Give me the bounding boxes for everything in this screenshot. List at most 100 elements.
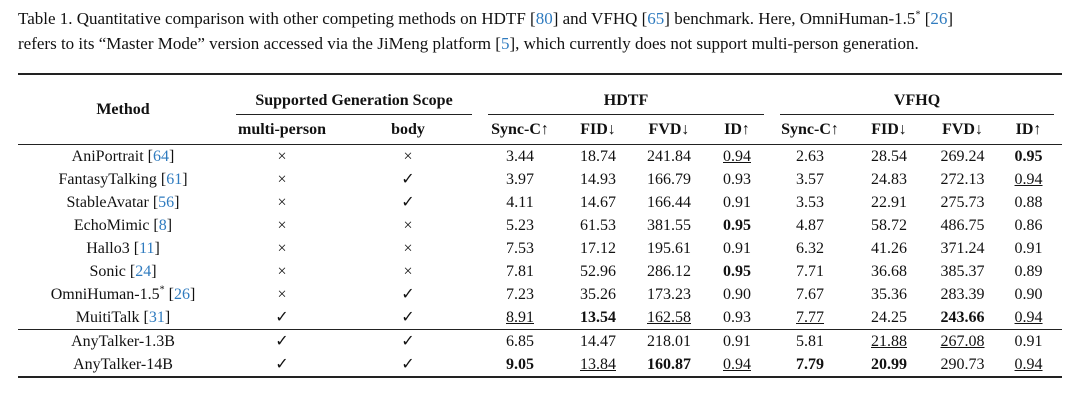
value: 0.95 — [723, 263, 751, 280]
metric-cell: 0.91 — [995, 237, 1062, 260]
value: 160.87 — [647, 356, 691, 373]
metric-cell: 0.94 — [995, 353, 1062, 377]
value: 269.24 — [940, 148, 985, 165]
metric-cell: 6.85 — [480, 330, 560, 354]
citation[interactable]: 26 — [930, 9, 948, 28]
method-cell: FantasyTalking [61] — [18, 168, 228, 191]
table-row: AnyTalker-1.3B ✓ ✓ 6.85 14.47 218.01 0.91 5.81 2… — [18, 330, 1062, 354]
metric-cell: 486.75 — [930, 214, 995, 237]
value: 218.01 — [647, 333, 691, 350]
metric-cell: 35.36 — [848, 283, 930, 306]
metric-cell: 3.97 — [480, 168, 560, 191]
value: 14.93 — [580, 171, 616, 188]
citation[interactable]: 80 — [535, 9, 553, 28]
text: ] — [166, 217, 173, 234]
caption-line: Table 1. Quantitative comparison with ot… — [18, 6, 1078, 31]
citation[interactable]: 11 — [139, 240, 155, 257]
value: 3.97 — [506, 171, 534, 188]
method-cell: StableAvatar [56] — [18, 191, 228, 214]
column-header: FVD↓ — [942, 120, 983, 138]
metric-cell: 52.96 — [560, 260, 636, 283]
metric-cell: 286.12 — [636, 260, 702, 283]
value: 486.75 — [940, 217, 985, 234]
metric-cell: 14.67 — [560, 191, 636, 214]
scope-cell: × — [403, 148, 413, 165]
metric-cell: 241.84 — [636, 145, 702, 169]
column-header: Sync-C↑ — [491, 120, 549, 138]
metric-cell: 272.13 — [930, 168, 995, 191]
value: 5.81 — [796, 333, 825, 350]
citation[interactable]: 26 — [173, 286, 190, 303]
column-header: FVD↓ — [648, 120, 690, 138]
metric-cell: 371.24 — [930, 237, 995, 260]
table-row: OmniHuman-1.5* [26] × ✓ 7.23 35.26 173.23 0.90… — [18, 283, 1062, 306]
scope-header: Supported Generation Scope — [228, 74, 480, 115]
column-header: FID↓ — [580, 120, 616, 138]
table-row: AniPortrait [64] × × 3.44 18.74 241.84 0.94 2.6… — [18, 145, 1062, 169]
metric-cell: 7.53 — [480, 237, 560, 260]
scope-cell: × — [277, 263, 287, 280]
metric-cell: 6.32 — [772, 237, 848, 260]
value: 0.91 — [1014, 240, 1043, 257]
value: 162.58 — [647, 309, 691, 326]
value: 241.84 — [647, 148, 691, 165]
value: 61.53 — [580, 217, 616, 234]
value: 0.94 — [1014, 171, 1043, 188]
scope-cell: × — [277, 286, 287, 303]
citation[interactable]: 24 — [135, 263, 152, 280]
caption-line: refers to its “Master Mode” version acce… — [18, 31, 1078, 56]
metric-cell: 22.91 — [848, 191, 930, 214]
value: 7.23 — [506, 286, 534, 303]
value: 0.88 — [1014, 194, 1043, 211]
metric-cell: 61.53 — [560, 214, 636, 237]
metric-cell: 20.99 — [848, 353, 930, 377]
scope-cell: ✓ — [401, 194, 415, 211]
metric-cell: 0.95 — [702, 214, 772, 237]
value: 0.93 — [723, 309, 751, 326]
citation[interactable]: 61 — [166, 171, 183, 188]
metric-cell: 7.77 — [772, 306, 848, 330]
citation[interactable]: 56 — [158, 194, 175, 211]
column-header: Sync-C↑ — [781, 120, 839, 138]
value: 13.54 — [580, 309, 616, 326]
metric-cell: 0.91 — [702, 330, 772, 354]
metric-cell: 36.68 — [848, 260, 930, 283]
value: 5.23 — [506, 217, 534, 234]
value: 283.39 — [940, 286, 985, 303]
value: 6.85 — [506, 333, 534, 350]
text: AnyTalker-14B — [73, 356, 173, 373]
value: 0.94 — [1014, 309, 1043, 326]
method-cell: Hallo3 [11] — [18, 237, 228, 260]
text: AnyTalker-1.3B — [71, 333, 175, 350]
value: 3.53 — [796, 194, 825, 211]
value: 0.91 — [723, 194, 751, 211]
citation[interactable]: 5 — [500, 34, 510, 53]
column-header: body — [391, 120, 425, 138]
citation[interactable]: 8 — [158, 217, 167, 234]
method-cell: Sonic [24] — [18, 260, 228, 283]
method-cell: MuitiTalk [31] — [18, 306, 228, 330]
citation[interactable]: 31 — [148, 309, 165, 326]
value: 14.67 — [580, 194, 616, 211]
text: ] — [182, 171, 188, 188]
value: 381.55 — [647, 217, 691, 234]
table-row: Sonic [24] × × 7.81 52.96 286.12 0.95 7.71 36.68… — [18, 260, 1062, 283]
value: 0.89 — [1014, 263, 1043, 280]
value: 58.72 — [871, 217, 908, 234]
method-cell: AniPortrait [64] — [18, 145, 228, 169]
group-label: HDTF — [488, 92, 765, 115]
value: 21.88 — [871, 333, 908, 350]
superscript: * — [159, 284, 165, 296]
metric-cell: 0.90 — [702, 283, 772, 306]
method-cell: OmniHuman-1.5* [26] — [18, 283, 228, 306]
citation[interactable]: 64 — [153, 148, 169, 165]
column-header: ID↑ — [724, 120, 750, 138]
metric-cell: 4.11 — [480, 191, 560, 214]
scope-cell: × — [403, 263, 413, 280]
metric-cell: 5.23 — [480, 214, 560, 237]
citation[interactable]: 65 — [647, 9, 665, 28]
value: 3.57 — [796, 171, 825, 188]
scope-cell: ✓ — [401, 286, 415, 303]
value: 0.91 — [1014, 333, 1043, 350]
